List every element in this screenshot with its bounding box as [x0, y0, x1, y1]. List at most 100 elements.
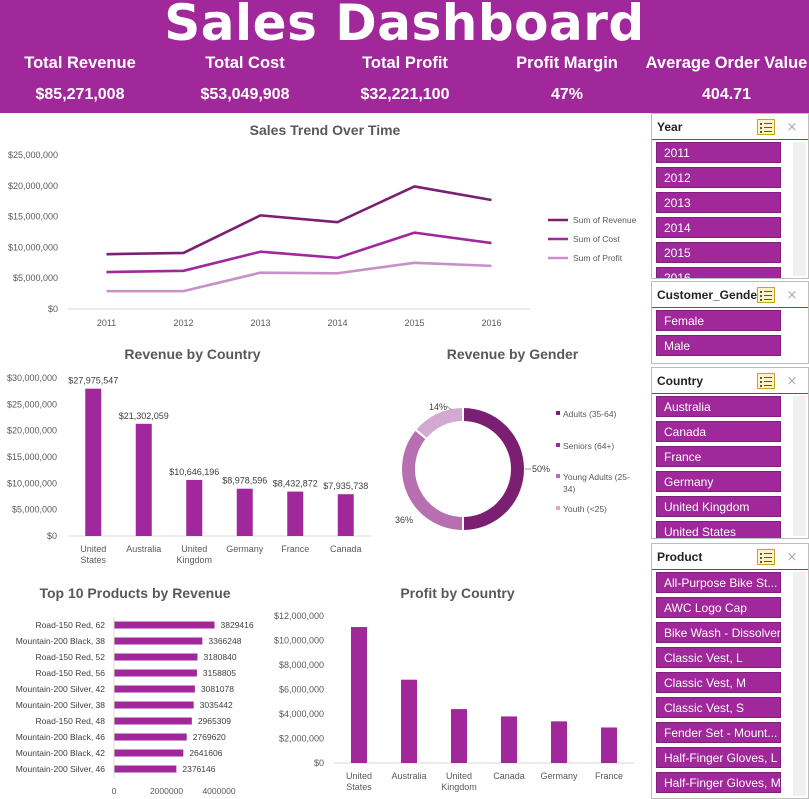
dashboard-title: Sales Dashboard — [164, 0, 645, 52]
clear-filter-icon[interactable]: ⨯ — [786, 287, 798, 302]
slicer-item[interactable]: 2015 — [656, 242, 781, 263]
legend-label: Youth (<25) — [563, 504, 607, 514]
y-tick-label: $20,000,000 — [7, 426, 57, 436]
scrollbar[interactable] — [793, 396, 806, 536]
slicer-items: 2011 2012 2013 2014 2015 2016 — [656, 142, 781, 278]
slicer-item[interactable]: All-Purpose Bike St... — [656, 572, 781, 593]
multi-select-icon[interactable] — [757, 549, 775, 565]
x-tick-label: Germany — [540, 771, 578, 781]
y-tick-label: Road-150 Red, 48 — [36, 716, 106, 726]
x-tick-label: Canada — [330, 544, 362, 554]
data-label: 2965309 — [198, 716, 231, 726]
slicer-items: Australia Canada France Germany United Kingd… — [656, 396, 781, 538]
multi-select-icon[interactable] — [757, 287, 775, 303]
data-label: 3180840 — [203, 652, 236, 662]
y-tick-label: $6,000,000 — [279, 685, 324, 695]
x-tick-label: Germany — [226, 544, 264, 554]
revenue-by-country-title: Revenue by Country — [124, 346, 261, 362]
slicer-item[interactable]: 2014 — [656, 217, 781, 238]
x-tick-label: United — [446, 771, 472, 781]
slicer-item[interactable]: United Kingdom — [656, 496, 781, 517]
slicer-item[interactable]: Fender Set - Mount... — [656, 722, 781, 743]
data-label: 50% — [532, 464, 550, 474]
kpi-value: 47% — [550, 86, 584, 103]
y-tick-label: $0 — [314, 758, 324, 768]
y-tick-label: $4,000,000 — [279, 709, 324, 719]
y-tick-label: Mountain-200 Silver, 38 — [16, 700, 106, 710]
kpi-total-revenue: Total Revenue $85,271,008 — [0, 54, 160, 104]
slicer-item[interactable]: Germany — [656, 471, 781, 492]
kpi-label: Total Revenue — [24, 54, 136, 72]
x-tick-label: Australia — [391, 771, 426, 781]
legend-swatch — [556, 506, 560, 510]
year-slicer[interactable]: Year ⨯ 2011 2012 2013 2014 2015 2016 — [651, 113, 809, 279]
slicer-item[interactable]: Bike Wash - Dissolver — [656, 622, 781, 643]
bar — [114, 621, 215, 629]
legend-label: Seniors (64+) — [563, 441, 614, 451]
clear-filter-icon[interactable]: ⨯ — [786, 373, 798, 388]
data-label: 3829416 — [221, 620, 254, 630]
slicer-title: Year — [657, 120, 683, 134]
slicer-item[interactable]: Australia — [656, 396, 781, 417]
slicer-item[interactable]: Classic Vest, S — [656, 697, 781, 718]
data-label: 3035442 — [200, 700, 233, 710]
legend-swatch — [556, 443, 560, 447]
slicer-item[interactable]: AWC Logo Cap — [656, 597, 781, 618]
y-tick-label: $15,000,000 — [8, 212, 58, 222]
slicer-item[interactable]: Classic Vest, M — [656, 672, 781, 693]
x-tick-label: 2014 — [327, 318, 347, 328]
slicer-item[interactable]: Canada — [656, 421, 781, 442]
slicer-item[interactable]: 2013 — [656, 192, 781, 213]
legend-swatch — [556, 411, 560, 415]
kpi-label: Total Profit — [362, 54, 448, 72]
slicer-item[interactable]: Classic Vest, L — [656, 647, 781, 668]
bar — [114, 653, 198, 661]
slicer-item[interactable]: 2016 — [656, 267, 781, 278]
leader-line — [445, 405, 453, 411]
clear-filter-icon[interactable]: ⨯ — [786, 119, 798, 134]
multi-select-icon[interactable] — [757, 373, 775, 389]
kpi-label: Average Order Value — [645, 54, 808, 72]
y-tick-label: $0 — [48, 304, 58, 314]
kpi-profit-margin: Profit Margin 47% — [487, 54, 647, 104]
data-label: 3081078 — [201, 684, 234, 694]
slicer-item[interactable]: France — [656, 446, 781, 467]
y-tick-label: $25,000,000 — [8, 150, 58, 160]
legend-label: Young Adults (25- — [563, 472, 630, 482]
customer-gender-slicer[interactable]: Customer_Gender ⨯ Female Male — [651, 281, 809, 364]
y-tick-label: $8,000,000 — [279, 660, 324, 670]
multi-select-icon[interactable] — [757, 119, 775, 135]
kpi-value: $53,049,908 — [200, 86, 290, 103]
bar — [186, 479, 203, 536]
slicer-item[interactable]: Female — [656, 310, 781, 331]
slicer-items: Female Male — [656, 310, 781, 360]
x-tick-label: 2011 — [97, 318, 116, 328]
data-label: 36% — [395, 515, 413, 525]
product-slicer[interactable]: Product ⨯ All-Purpose Bike St... AWC Logo… — [651, 543, 809, 799]
slicer-item[interactable]: Half-Finger Gloves, L — [656, 747, 781, 768]
data-label: $27,975,547 — [68, 376, 118, 386]
y-tick-label: Mountain-200 Black, 38 — [16, 636, 106, 646]
scrollbar[interactable] — [793, 572, 806, 796]
kpi-label: Profit Margin — [516, 54, 618, 72]
slicer-item[interactable]: Half-Finger Gloves, M — [656, 772, 781, 793]
slicer-item[interactable]: United States — [656, 521, 781, 538]
y-tick-label: Mountain-200 Silver, 46 — [16, 764, 106, 774]
country-slicer[interactable]: Country ⨯ Australia Canada France Germany Un… — [651, 367, 809, 539]
x-tick-label: States — [80, 555, 106, 565]
bar — [114, 637, 203, 645]
slicer-item[interactable]: Male — [656, 335, 781, 356]
x-tick-label: United — [346, 771, 372, 781]
sales-trend-title: Sales Trend Over Time — [249, 122, 401, 138]
y-tick-label: $0 — [47, 531, 57, 541]
scrollbar[interactable] — [793, 142, 806, 276]
series-line-1 — [106, 231, 492, 274]
y-tick-label: Road-150 Red, 62 — [36, 620, 106, 630]
x-tick-label: France — [595, 771, 623, 781]
bar — [337, 494, 354, 536]
slicer-item[interactable]: 2011 — [656, 142, 781, 163]
clear-filter-icon[interactable]: ⨯ — [786, 549, 798, 564]
slicer-item[interactable]: 2012 — [656, 167, 781, 188]
legend-swatch — [556, 474, 560, 478]
kpi-total-profit: Total Profit $32,221,100 — [325, 54, 485, 104]
